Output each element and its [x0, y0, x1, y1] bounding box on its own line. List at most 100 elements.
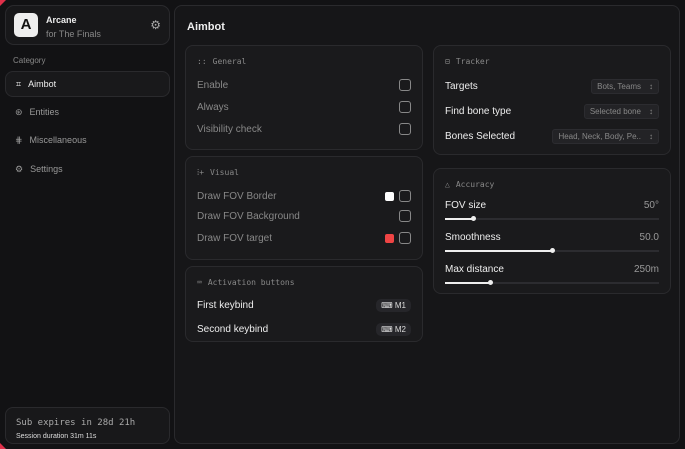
slider-value: 250m [633, 264, 659, 275]
page-title: Aimbot [187, 21, 225, 33]
always-row: Always [197, 99, 411, 115]
visual-header: ⁞+ Visual [197, 168, 239, 177]
fov-background-checkbox[interactable] [399, 210, 411, 222]
slider-fill [445, 248, 555, 253]
key-label: M1 [394, 300, 406, 310]
card-title: Tracker [455, 57, 490, 66]
row-label: Targets [445, 80, 478, 92]
sidebar-item-aimbot[interactable]: ⌗ Aimbot [5, 71, 170, 97]
always-checkbox[interactable] [399, 101, 411, 113]
main-panel: Aimbot :: General Enable Always Visibilit… [174, 5, 680, 444]
max-distance-row: Max distance 250m [445, 264, 659, 275]
slider-value: 50.0 [639, 232, 659, 243]
row-label: First keybind [197, 299, 254, 311]
fov-border-checkbox[interactable] [399, 190, 411, 202]
bone-type-select[interactable]: Selected bone ↕ [583, 103, 659, 119]
smoothness-row: Smoothness 50.0 [445, 232, 659, 243]
row-label: Bones Selected [445, 130, 516, 142]
fov-size-slider[interactable] [445, 216, 659, 221]
targets-row: Targets Bots, Teams ↕ [445, 78, 659, 94]
card-title: Accuracy [455, 180, 495, 189]
bones-selected-row: Bones Selected Head, Neck, Body, Pe.. ↕ [445, 128, 659, 144]
card-title: General [212, 57, 247, 66]
first-keybind-row: First keybind ⌨ M1 [197, 297, 411, 313]
color-swatch[interactable] [385, 233, 394, 243]
fov-size-row: FOV size 50° [445, 200, 659, 211]
fov-target-row: Draw FOV target [197, 230, 411, 246]
tracker-icon: ⊟ [445, 57, 450, 66]
activation-header: ⌨ Activation buttons [197, 278, 295, 287]
visual-card: ⁞+ Visual Draw FOV Border Draw FOV Backgr… [185, 156, 423, 260]
fov-target-checkbox[interactable] [399, 232, 411, 244]
session-duration: Session duration 31m 11s [16, 433, 97, 440]
enable-checkbox[interactable] [399, 79, 411, 91]
general-header: :: General [197, 57, 246, 66]
chevron-updown-icon: ↕ [649, 106, 653, 116]
slider-fill [445, 280, 493, 285]
sidebar: A Arcane for The Finals ⚙ Category ⌗ Aimb… [0, 0, 174, 449]
bone-type-row: Find bone type Selected bone ↕ [445, 103, 659, 119]
bones-select[interactable]: Head, Neck, Body, Pe.. ↕ [552, 128, 659, 144]
enable-row: Enable [197, 77, 411, 93]
category-label: Category [13, 56, 46, 65]
color-swatch[interactable] [385, 191, 394, 201]
row-label: Draw FOV target [197, 232, 273, 244]
sidebar-item-label: Aimbot [28, 79, 57, 89]
activation-card: ⌨ Activation buttons First keybind ⌨ M1 Se… [185, 266, 423, 342]
sidebar-item-label: Miscellaneous [29, 135, 87, 145]
row-label: Second keybind [197, 323, 269, 335]
sub-expires: Sub expires in 28d 21h [16, 418, 136, 428]
slider-label: Smoothness [445, 232, 501, 243]
brand-card: A Arcane for The Finals ⚙ [5, 5, 170, 45]
crosshair-icon: ⌗ [16, 78, 22, 89]
general-card: :: General Enable Always Visibility check [185, 45, 423, 150]
accuracy-header: △ Accuracy [445, 180, 494, 189]
logo: A [14, 13, 38, 37]
keyboard-icon: ⌨ [197, 278, 202, 287]
app-name: Arcane [46, 15, 77, 25]
visibility-row: Visibility check [197, 121, 411, 137]
card-title: Activation buttons [207, 278, 295, 287]
sidebar-item-settings[interactable]: ⚙ Settings [5, 156, 170, 182]
visibility-checkbox[interactable] [399, 123, 411, 135]
max-distance-slider[interactable] [445, 280, 659, 285]
slider-label: FOV size [445, 200, 487, 211]
select-value: Selected bone [589, 106, 641, 116]
row-label: Always [197, 101, 229, 113]
sidebar-item-label: Settings [30, 164, 63, 174]
entities-icon: ⊛ [15, 106, 23, 117]
smoothness-slider[interactable] [445, 248, 659, 253]
sidebar-item-miscellaneous[interactable]: ⋕ Miscellaneous [5, 127, 170, 153]
row-label: Draw FOV Border [197, 190, 277, 202]
subscription-card: Sub expires in 28d 21h Session duration … [5, 407, 170, 444]
row-label: Visibility check [197, 123, 262, 135]
row-label: Draw FOV Background [197, 210, 300, 222]
select-value: Bots, Teams [597, 81, 641, 91]
select-value: Head, Neck, Body, Pe.. [558, 131, 641, 141]
tracker-header: ⊟ Tracker [445, 57, 490, 66]
slider-label: Max distance [445, 264, 504, 275]
slider-fill [445, 216, 476, 221]
triangle-icon: △ [445, 180, 450, 189]
fov-background-row: Draw FOV Background [197, 208, 411, 224]
accent-corner [0, 0, 6, 6]
accuracy-card: △ Accuracy FOV size 50° Smoothness 50.0 Max… [433, 168, 671, 294]
row-label: Find bone type [445, 105, 512, 117]
app-subtitle: for The Finals [46, 29, 101, 39]
grid-icon: :: [197, 57, 207, 66]
slider-value: 50° [643, 200, 659, 211]
sidebar-item-label: Entities [29, 107, 60, 117]
settings-gear-icon[interactable]: ⚙ [150, 18, 161, 32]
gear-icon: ⚙ [15, 163, 24, 174]
fov-border-row: Draw FOV Border [197, 188, 411, 204]
targets-select[interactable]: Bots, Teams ↕ [591, 78, 659, 94]
sidebar-item-entities[interactable]: ⊛ Entities [5, 99, 170, 125]
chevron-updown-icon: ↕ [649, 81, 653, 91]
accent-corner [0, 443, 6, 449]
first-keybind-button[interactable]: ⌨ M1 [376, 298, 411, 312]
second-keybind-row: Second keybind ⌨ M2 [197, 321, 411, 337]
chevron-updown-icon: ↕ [649, 131, 653, 141]
card-title: Visual [210, 168, 239, 177]
row-label: Enable [197, 79, 229, 91]
second-keybind-button[interactable]: ⌨ M2 [376, 322, 411, 336]
